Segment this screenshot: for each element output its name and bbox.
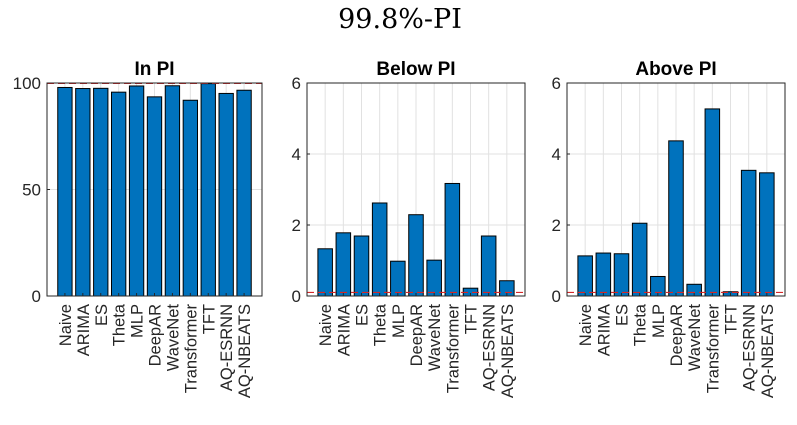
x-tick-label: WaveNet <box>426 304 444 372</box>
bar-wavenet <box>164 85 181 297</box>
bar-aq-esrnn <box>480 235 497 297</box>
bar-theta <box>631 222 648 297</box>
bar-transformer <box>704 108 721 297</box>
y-tick-label: 4 <box>552 145 561 164</box>
x-tick-label: Naive <box>57 304 75 346</box>
bar-deepar <box>146 96 163 297</box>
y-tick-label: 0 <box>292 287 301 306</box>
x-tick-label: ES <box>614 304 632 326</box>
x-tick-label: Transformer <box>704 304 722 394</box>
x-tick-label: AQ-ESRNN <box>218 304 236 391</box>
chart-above-pi: 0 2 4 6 Naive ARIMA ES Theta MLP DeepAR WaveNet Tra… <box>552 59 786 398</box>
bar-arima <box>75 88 91 297</box>
x-tick-label: Naive <box>317 304 335 346</box>
bar-es <box>93 87 109 297</box>
bar-naive <box>57 86 73 297</box>
bar-aq-esrnn <box>218 92 234 297</box>
x-tick-label: AQ-ESRNN <box>481 304 499 391</box>
bar-theta <box>111 91 127 297</box>
x-tick-label: MLP <box>129 304 147 338</box>
bar-es <box>353 235 370 297</box>
x-tick-label: ES <box>93 304 111 326</box>
bar-deepar <box>668 140 684 297</box>
x-tick-label: ARIMA <box>335 304 353 356</box>
bar-arima <box>595 252 612 297</box>
bar-aq-esrnn <box>740 169 757 297</box>
bar-transformer <box>444 182 461 297</box>
x-tick-label: ARIMA <box>75 304 93 356</box>
y-tick-label: 2 <box>292 216 301 235</box>
x-tick-label: DeepAR <box>147 304 165 366</box>
x-tick-label: WaveNet <box>686 304 704 372</box>
x-tick-label: WaveNet <box>164 304 182 372</box>
x-tick-label: MLP <box>390 304 408 338</box>
figure-title: 99.8%-PI <box>338 4 462 35</box>
bar-transformer <box>182 99 199 297</box>
x-tick-label: DeepAR <box>408 304 426 366</box>
x-tick-label: TFT <box>463 304 481 334</box>
x-tick-label: ARIMA <box>595 304 613 356</box>
bar-aq-nbeats <box>759 172 775 297</box>
y-tick-label: 6 <box>552 74 561 93</box>
x-tick-label: AQ-NBEATS <box>499 304 517 398</box>
bar-naive <box>577 255 593 297</box>
bar-wavenet <box>426 259 442 297</box>
x-tick-label: AQ-ESRNN <box>741 304 759 391</box>
y-tick-label: 6 <box>292 74 301 93</box>
y-tick-label: 50 <box>22 181 41 200</box>
axis-title: Below PI <box>376 59 455 80</box>
bar-deepar <box>408 214 424 297</box>
x-tick-label: Theta <box>111 303 129 346</box>
bar-arima <box>335 232 352 297</box>
bar-aq-nbeats <box>236 89 252 297</box>
chart-below-pi: 0 2 4 6 Naive ARIMA ES Theta MLP DeepAR WaveNet Tra… <box>292 59 526 398</box>
y-tick-label: 4 <box>292 145 301 164</box>
bar-naive <box>317 248 333 297</box>
bar-theta <box>371 202 388 297</box>
x-tick-label: Theta <box>372 303 390 346</box>
y-tick-label: 0 <box>552 287 561 306</box>
x-tick-label: DeepAR <box>668 304 686 366</box>
y-tick-label: 2 <box>552 216 561 235</box>
bar-tft <box>200 83 216 297</box>
x-tick-label: Transformer <box>444 304 462 394</box>
bar-mlp <box>128 85 145 297</box>
y-tick-label: 0 <box>32 287 41 306</box>
x-tick-label: Theta <box>632 303 650 346</box>
axis-title: Above PI <box>635 59 716 80</box>
x-tick-label: Transformer <box>182 304 200 394</box>
x-tick-label: Naive <box>577 304 595 346</box>
x-tick-label: AQ-NBEATS <box>236 304 254 398</box>
bar-es <box>613 253 630 297</box>
bar-mlp <box>390 260 406 297</box>
x-tick-label: MLP <box>650 304 668 338</box>
x-tick-label: AQ-NBEATS <box>759 304 777 398</box>
y-tick-label: 100 <box>13 74 41 93</box>
axis-title: In PI <box>134 59 174 80</box>
x-tick-label: ES <box>354 304 372 326</box>
x-tick-label: TFT <box>723 304 741 334</box>
x-tick-label: TFT <box>200 304 218 334</box>
